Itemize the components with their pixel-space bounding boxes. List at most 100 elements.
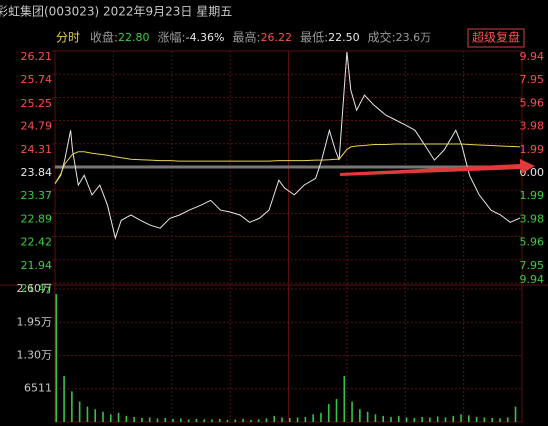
volume-bar <box>273 415 276 422</box>
volume-bar <box>203 419 205 422</box>
volume-bar <box>312 414 314 422</box>
price-line <box>54 143 521 184</box>
volume-bar <box>218 418 221 422</box>
volume-bar <box>109 414 112 422</box>
y2-tick-label: 9.94 <box>520 273 545 286</box>
volume-bar <box>94 409 97 422</box>
volume-bar <box>390 416 392 422</box>
volume-bar <box>180 418 182 422</box>
volume-bar <box>234 419 237 422</box>
volume-bar <box>195 418 198 422</box>
info-value: 22.50 <box>328 31 360 44</box>
button[interactable]: 超级复盘 <box>472 30 520 45</box>
y2-tick-label: 5.96 <box>520 96 545 109</box>
volume-bar <box>397 415 400 422</box>
volume-bar <box>281 417 283 422</box>
y-tick-label: 24.31 <box>21 143 53 156</box>
volume-bar <box>265 418 268 422</box>
volume-bar <box>382 415 384 422</box>
volume-bar <box>86 406 89 422</box>
y2-tick-label: 3.98 <box>520 120 545 133</box>
volume-bar <box>343 375 346 422</box>
info-label: 收盘: <box>90 30 118 45</box>
volume-bar <box>514 406 517 422</box>
y-tick-label: 23.37 <box>21 189 53 202</box>
volume-bar <box>460 414 462 422</box>
button-frame[interactable] <box>467 28 525 48</box>
volume-bar <box>226 419 229 422</box>
info-label: 涨幅: <box>158 30 186 45</box>
y-tick-label: 1.95万 <box>17 315 53 328</box>
page-title: 彩虹集团(003023) 2022年9月23日 星期五 <box>0 4 232 19</box>
info-label: 成交: <box>368 30 396 45</box>
info-label: 最低: <box>300 31 328 45</box>
y-tick-label: 2.60万 <box>17 282 53 295</box>
info-label: 最高: <box>233 30 261 45</box>
price-line <box>54 51 521 240</box>
volume-bar <box>296 417 299 422</box>
volume-bar <box>102 411 104 422</box>
volume-bar <box>421 416 423 422</box>
volume-bar <box>156 418 159 422</box>
volume-bar <box>242 418 244 422</box>
volume-bar <box>444 417 447 422</box>
volume-bar <box>172 418 174 422</box>
volume-bar <box>304 416 307 422</box>
volume-bar <box>491 417 493 422</box>
info-value: -4.36% <box>186 31 225 44</box>
volume-bar <box>211 419 213 422</box>
y-tick-label: 25.74 <box>21 73 53 86</box>
volume-bar <box>452 415 455 422</box>
y-tick-label: 25.25 <box>21 97 53 110</box>
volume-bar <box>71 391 73 422</box>
volume-bar <box>429 417 431 422</box>
y2-tick-label: 7.95 <box>520 259 545 272</box>
y2-tick-label: 3.98 <box>520 212 545 225</box>
volume-bar <box>475 416 478 422</box>
info-value: 26.22 <box>261 31 293 44</box>
volume-bar <box>133 416 135 422</box>
y2-tick-label: 1.99 <box>520 189 545 202</box>
volume-bar <box>374 414 377 422</box>
volume-bar <box>289 417 291 422</box>
y-tick-label: 22.89 <box>21 212 53 225</box>
info-value: 22.80 <box>118 31 150 44</box>
y-tick-label: 21.94 <box>21 259 53 272</box>
volume-bar <box>499 418 501 422</box>
volume-bar <box>55 294 58 422</box>
volume-bar <box>483 417 486 422</box>
y-tick-label: 1.30万 <box>17 349 53 362</box>
volume-bar <box>327 404 330 422</box>
volume-bar <box>141 417 143 422</box>
volume-bar <box>468 415 470 422</box>
volume-bar <box>359 409 361 422</box>
volume-bar <box>413 417 416 422</box>
volume-bar <box>405 417 408 422</box>
arrow <box>340 159 535 176</box>
volume-bar <box>78 401 81 422</box>
info-value: 23.6万 <box>396 31 432 44</box>
y2-tick-label: 1.99 <box>520 143 545 156</box>
y-tick-label: 23.84 <box>21 166 53 179</box>
volume-bar <box>187 419 190 422</box>
y-tick-label: 6511 <box>24 382 52 395</box>
volume-bar <box>366 411 369 422</box>
volume-bar <box>257 419 260 422</box>
volume-bar <box>351 401 353 422</box>
y2-tick-label: 9.94 <box>520 50 545 63</box>
volume-bar <box>164 417 167 422</box>
volume-bar <box>117 412 120 422</box>
y-tick-label: 24.79 <box>21 120 53 133</box>
volume-bar <box>148 417 151 422</box>
y-tick-label: 22.42 <box>21 236 53 249</box>
volume-bar <box>250 419 252 422</box>
volume-bar <box>63 375 65 422</box>
y-tick-label: 21.47 <box>21 282 53 295</box>
mode[interactable]: 分时 <box>56 31 80 45</box>
y2-tick-label: 7.95 <box>520 73 545 86</box>
volume-bar <box>125 415 128 422</box>
y-tick-label: 26.21 <box>21 50 53 63</box>
info-bar: 收盘: 22.80 涨幅: -4.36% 最高: 26.22 最低: 22.50 成交: 23.6… <box>90 30 431 45</box>
